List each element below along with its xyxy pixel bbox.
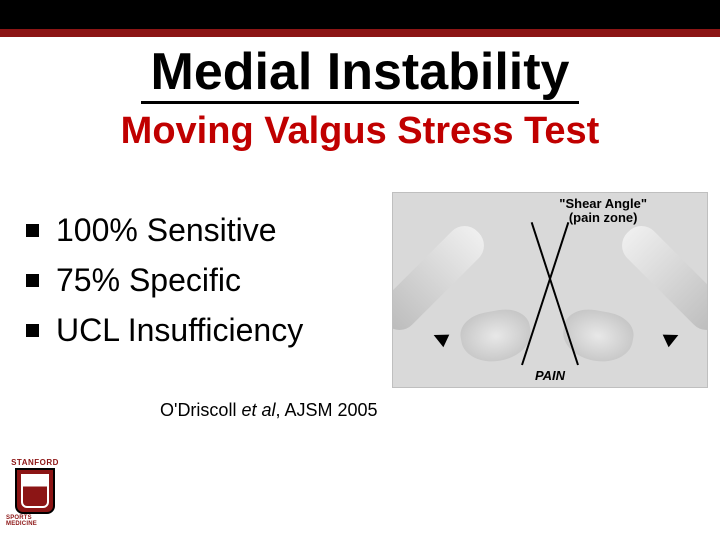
slide-title: Medial Instability (141, 44, 580, 104)
citation-etal: et al (241, 400, 275, 420)
citation-rest: , AJSM 2005 (276, 400, 378, 420)
citation-author: O'Driscoll (160, 400, 236, 420)
diagram-figure: "Shear Angle" (pain zone) PAIN (392, 192, 708, 388)
title-bar-red-stripe (0, 29, 720, 37)
figure-pain-label: PAIN (535, 368, 565, 383)
logo-text-top: STANFORD (11, 458, 59, 467)
slide-subtitle: Moving Valgus Stress Test (0, 110, 720, 153)
logo-text-bottom: SPORTS MEDICINE (6, 515, 64, 527)
citation: O'Driscoll et al, AJSM 2005 (160, 400, 378, 421)
title-area: Medial Instability (0, 44, 720, 104)
figure-top-label-line1: "Shear Angle" (559, 196, 647, 211)
figure-top-label-line2: (pain zone) (569, 210, 638, 225)
figure-top-label: "Shear Angle" (pain zone) (559, 197, 647, 226)
stanford-logo: STANFORD SPORTS MEDICINE (6, 458, 64, 534)
shield-icon (15, 468, 55, 514)
